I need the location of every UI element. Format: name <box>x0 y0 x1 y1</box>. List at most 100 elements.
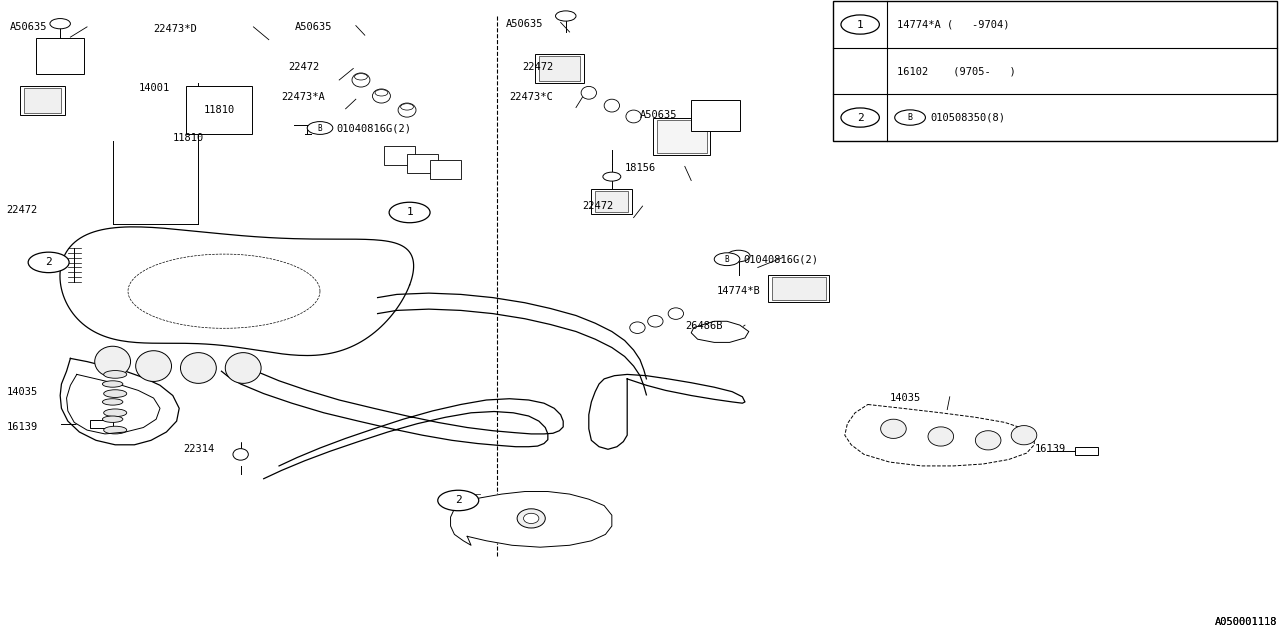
Polygon shape <box>60 358 179 445</box>
Ellipse shape <box>180 353 216 383</box>
Text: A50635: A50635 <box>294 22 332 32</box>
Ellipse shape <box>95 346 131 377</box>
Ellipse shape <box>881 419 906 438</box>
Ellipse shape <box>517 509 545 528</box>
Bar <box>24 88 61 113</box>
Circle shape <box>841 108 879 127</box>
Text: 14774*B: 14774*B <box>717 286 760 296</box>
Polygon shape <box>451 492 612 547</box>
Ellipse shape <box>352 73 370 87</box>
Bar <box>535 54 584 83</box>
Polygon shape <box>589 374 745 449</box>
Text: A50635: A50635 <box>10 22 47 32</box>
Text: 22472: 22472 <box>522 62 553 72</box>
Text: 14035: 14035 <box>6 387 37 397</box>
Ellipse shape <box>524 513 539 524</box>
Text: 14035: 14035 <box>890 393 920 403</box>
Polygon shape <box>845 404 1034 466</box>
Text: 22473*C: 22473*C <box>509 92 553 102</box>
Circle shape <box>375 90 388 96</box>
Circle shape <box>895 110 925 125</box>
Circle shape <box>841 15 879 34</box>
Bar <box>833 1 1277 141</box>
Text: A050001118: A050001118 <box>1215 617 1277 627</box>
Ellipse shape <box>668 308 684 319</box>
Text: B: B <box>317 124 323 132</box>
Ellipse shape <box>104 426 127 434</box>
Bar <box>430 160 461 179</box>
Text: A050001118: A050001118 <box>1215 617 1277 627</box>
Text: A50635: A50635 <box>506 19 543 29</box>
Circle shape <box>603 172 621 181</box>
Bar <box>595 191 628 212</box>
Text: 18156: 18156 <box>625 163 655 173</box>
Text: 22472: 22472 <box>6 205 37 215</box>
Ellipse shape <box>1011 426 1037 445</box>
Text: 22473*A: 22473*A <box>282 92 325 102</box>
Bar <box>653 118 710 155</box>
Ellipse shape <box>626 110 641 123</box>
Polygon shape <box>221 358 563 479</box>
Circle shape <box>28 252 69 273</box>
Text: 16102    (9705-   ): 16102 (9705- ) <box>897 66 1016 76</box>
Ellipse shape <box>372 89 390 103</box>
Circle shape <box>714 253 740 266</box>
Text: 14001: 14001 <box>138 83 169 93</box>
Polygon shape <box>378 293 646 395</box>
Circle shape <box>50 19 70 29</box>
Ellipse shape <box>975 431 1001 450</box>
Ellipse shape <box>102 381 123 387</box>
Text: 2: 2 <box>856 113 864 122</box>
Text: 2: 2 <box>454 495 462 506</box>
Bar <box>539 56 580 81</box>
Circle shape <box>355 74 367 80</box>
Bar <box>591 189 632 214</box>
Text: B: B <box>724 255 730 264</box>
Ellipse shape <box>104 390 127 397</box>
Bar <box>1075 447 1098 455</box>
Ellipse shape <box>928 427 954 446</box>
Circle shape <box>307 122 333 134</box>
Bar <box>407 154 438 173</box>
Ellipse shape <box>104 371 127 378</box>
Circle shape <box>401 104 413 110</box>
Text: 010508350(8): 010508350(8) <box>931 113 1006 122</box>
Text: 1: 1 <box>406 207 413 218</box>
Text: 11810: 11810 <box>204 105 234 115</box>
Ellipse shape <box>398 103 416 117</box>
Bar <box>772 277 826 300</box>
Ellipse shape <box>102 399 123 405</box>
Circle shape <box>556 11 576 21</box>
Ellipse shape <box>648 316 663 327</box>
Bar <box>691 100 740 131</box>
Ellipse shape <box>581 86 596 99</box>
Text: 16139: 16139 <box>1034 444 1065 454</box>
Bar <box>384 146 415 165</box>
Text: 11810: 11810 <box>173 132 204 143</box>
Text: 01040816G(2): 01040816G(2) <box>744 254 819 264</box>
Bar <box>657 120 707 153</box>
Bar <box>186 86 252 134</box>
Text: 22472: 22472 <box>288 62 319 72</box>
Text: 22473*D: 22473*D <box>154 24 197 34</box>
Text: 22314: 22314 <box>183 444 214 454</box>
Ellipse shape <box>630 322 645 333</box>
Bar <box>36 38 84 74</box>
Bar <box>768 275 829 302</box>
Text: 22472: 22472 <box>582 201 613 211</box>
Text: 26486B: 26486B <box>685 321 722 332</box>
Ellipse shape <box>233 449 248 460</box>
Circle shape <box>389 202 430 223</box>
Ellipse shape <box>102 416 123 422</box>
Text: 1: 1 <box>856 20 864 29</box>
Polygon shape <box>60 227 413 356</box>
Text: A50635: A50635 <box>640 110 677 120</box>
Bar <box>20 86 65 115</box>
Text: 14774*A (   -9704): 14774*A ( -9704) <box>897 20 1010 29</box>
Ellipse shape <box>225 353 261 383</box>
Circle shape <box>438 490 479 511</box>
Text: 2: 2 <box>45 257 52 268</box>
Polygon shape <box>67 374 160 434</box>
Text: 01040816G(2): 01040816G(2) <box>337 123 412 133</box>
Polygon shape <box>691 321 749 342</box>
